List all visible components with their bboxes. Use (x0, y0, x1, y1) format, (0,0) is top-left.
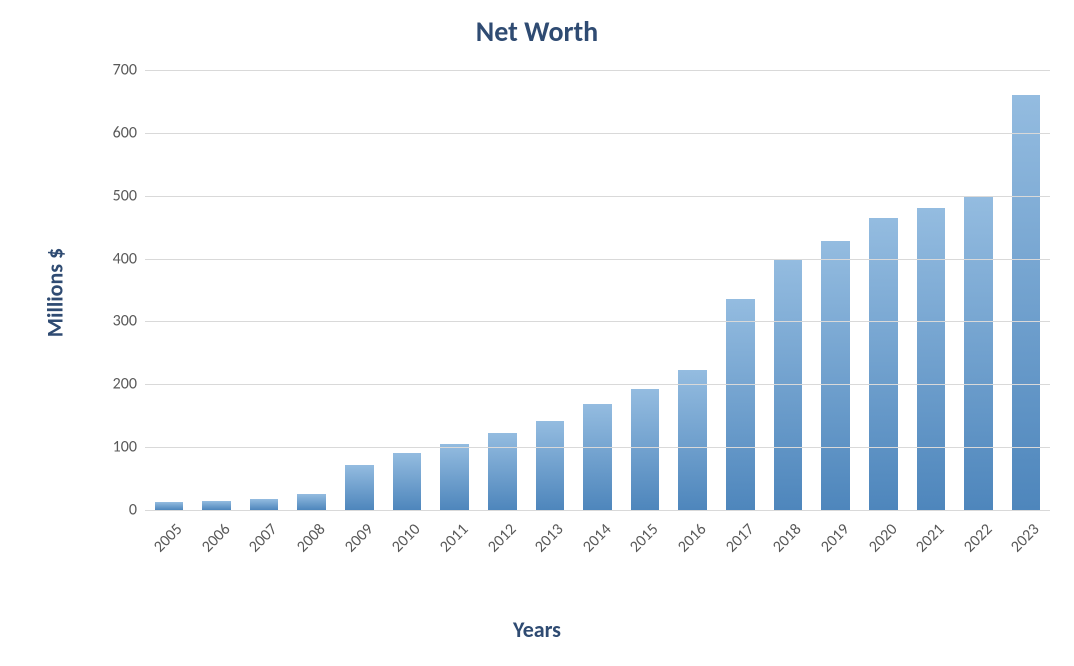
x-tick-label: 2022 (960, 520, 996, 556)
y-axis-title: Millions $ (42, 143, 69, 443)
bar (440, 444, 469, 510)
y-tick-label: 0 (129, 501, 145, 520)
bar (536, 421, 565, 510)
bar (631, 389, 660, 510)
gridline (145, 384, 1050, 385)
x-tick-label: 2012 (484, 520, 520, 556)
y-tick-label: 600 (113, 123, 145, 142)
y-tick-label: 100 (113, 438, 145, 457)
x-tick-label: 2023 (1008, 520, 1044, 556)
gridline (145, 196, 1050, 197)
x-axis-line (145, 510, 1050, 511)
x-tick-label: 2009 (341, 520, 377, 556)
x-axis-title: Years (0, 616, 1074, 643)
bar (678, 370, 707, 510)
plot-area: 0100200300400500600700200520062007200820… (145, 70, 1050, 510)
x-tick-label: 2008 (293, 520, 329, 556)
y-tick-label: 700 (113, 61, 145, 80)
x-tick-label: 2006 (198, 520, 234, 556)
gridline (145, 321, 1050, 322)
y-tick-label: 200 (113, 375, 145, 394)
gridline (145, 70, 1050, 71)
y-tick-label: 500 (113, 186, 145, 205)
bar (202, 501, 231, 510)
bar (297, 494, 326, 510)
net-worth-chart: Net Worth Millions $ Years 0100200300400… (0, 0, 1074, 666)
bars-container (145, 70, 1050, 510)
x-tick-label: 2013 (531, 520, 567, 556)
y-tick-label: 300 (113, 312, 145, 331)
bar (964, 196, 993, 510)
bar (488, 433, 517, 510)
bar (345, 465, 374, 510)
bar (821, 241, 850, 510)
gridline (145, 259, 1050, 260)
x-tick-label: 2019 (817, 520, 853, 556)
x-tick-label: 2017 (722, 520, 758, 556)
bar (393, 453, 422, 510)
gridline (145, 447, 1050, 448)
x-tick-label: 2011 (436, 520, 472, 556)
y-tick-label: 400 (113, 249, 145, 268)
bar (583, 404, 612, 510)
chart-title: Net Worth (0, 14, 1074, 49)
bar (250, 499, 279, 510)
x-tick-label: 2020 (865, 520, 901, 556)
x-tick-label: 2010 (388, 520, 424, 556)
x-tick-label: 2016 (674, 520, 710, 556)
bar (155, 502, 184, 510)
x-tick-label: 2018 (769, 520, 805, 556)
x-tick-label: 2007 (245, 520, 281, 556)
bar (917, 208, 946, 510)
x-tick-label: 2005 (150, 520, 186, 556)
bar (726, 299, 755, 510)
gridline (145, 133, 1050, 134)
x-tick-label: 2021 (912, 520, 948, 556)
x-tick-label: 2014 (579, 520, 615, 556)
bar (869, 218, 898, 510)
x-tick-label: 2015 (626, 520, 662, 556)
